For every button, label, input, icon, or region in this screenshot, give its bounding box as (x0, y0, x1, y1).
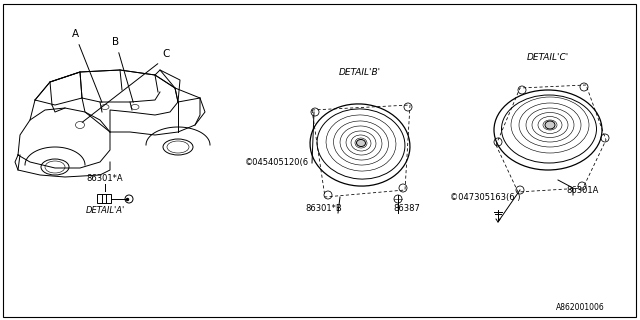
Bar (97, 194, 111, 203)
Ellipse shape (356, 140, 365, 147)
Text: ©045405120(6: ©045405120(6 (245, 158, 309, 167)
Text: DETAIL'C': DETAIL'C' (527, 53, 569, 62)
Text: 86387: 86387 (393, 204, 420, 213)
Text: DETAIL'B': DETAIL'B' (339, 68, 381, 77)
Text: 86301A: 86301A (566, 186, 598, 195)
Text: A862001006: A862001006 (556, 303, 604, 312)
Text: C: C (162, 49, 170, 59)
Text: ©047305163(6 ): ©047305163(6 ) (450, 193, 520, 202)
Text: DETAIL'A': DETAIL'A' (85, 206, 125, 215)
Text: 86301*B: 86301*B (305, 204, 342, 213)
Ellipse shape (545, 121, 555, 129)
Text: A: A (72, 29, 79, 39)
Text: 86301*A: 86301*A (86, 174, 124, 183)
Text: B: B (113, 37, 120, 47)
